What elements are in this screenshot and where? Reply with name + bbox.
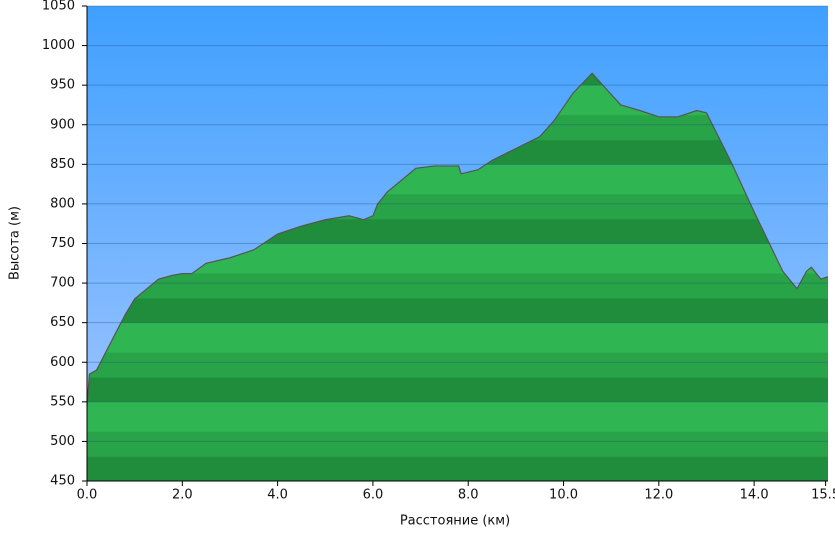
y-tick-label: 650	[50, 315, 75, 330]
y-tick-label: 600	[50, 355, 75, 370]
y-tick-label: 850	[50, 157, 75, 172]
y-tick-label: 700	[50, 276, 75, 291]
x-tick-label: 15.5	[811, 488, 835, 503]
y-axis-title: Высота (м)	[8, 206, 23, 280]
y-tick-label: 500	[50, 434, 75, 449]
y-tick-label: 800	[50, 196, 75, 211]
y-tick-label: 450	[50, 474, 75, 489]
y-tick-label: 550	[50, 394, 75, 409]
x-axis-title: Расстояние (км)	[400, 514, 510, 529]
x-tick-label: 6.0	[363, 488, 384, 503]
profile-line	[86, 72, 829, 406]
x-tick-label: 12.0	[644, 488, 673, 503]
x-tick-label: 4.0	[267, 488, 288, 503]
x-tick-label: 0.0	[77, 488, 98, 503]
area	[87, 73, 828, 482]
x-tick-label: 10.0	[549, 488, 578, 503]
y-tick-label: 900	[50, 117, 75, 132]
x-tick-label: 2.0	[172, 488, 193, 503]
y-tick-label: 950	[50, 78, 75, 93]
x-tick-label: 14.0	[740, 488, 769, 503]
y-tick-label: 1000	[42, 38, 75, 53]
y-tick-label: 1050	[42, 0, 75, 14]
y-tick-label: 750	[50, 236, 75, 251]
x-tick-label: 8.0	[458, 488, 479, 503]
